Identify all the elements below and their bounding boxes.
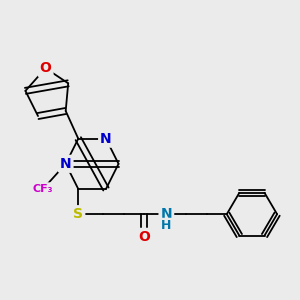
Text: N: N	[60, 157, 71, 171]
Text: S: S	[73, 207, 83, 221]
Text: N: N	[100, 132, 112, 146]
Text: O: O	[40, 61, 52, 75]
Text: N: N	[160, 207, 172, 221]
Text: H: H	[161, 219, 172, 232]
Text: O: O	[138, 230, 150, 244]
Text: CF₃: CF₃	[33, 184, 53, 194]
